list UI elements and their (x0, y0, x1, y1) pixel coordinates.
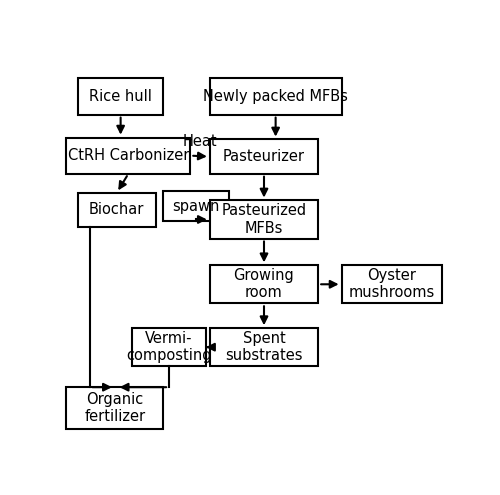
FancyBboxPatch shape (210, 328, 318, 366)
Text: Pasteurizer: Pasteurizer (223, 149, 305, 164)
Text: Rice hull: Rice hull (89, 89, 152, 104)
FancyBboxPatch shape (78, 78, 163, 115)
Text: CtRH Carbonizer: CtRH Carbonizer (68, 148, 189, 163)
FancyBboxPatch shape (163, 191, 229, 221)
Text: Pasteurized
MFBs: Pasteurized MFBs (222, 203, 306, 236)
Text: Biochar: Biochar (89, 202, 144, 217)
FancyBboxPatch shape (210, 140, 318, 174)
Text: Growing
room: Growing room (234, 268, 294, 300)
Text: Newly packed MFBs: Newly packed MFBs (203, 89, 348, 104)
Text: Spent
substrates: Spent substrates (225, 331, 303, 363)
Text: Organic
fertilizer: Organic fertilizer (84, 392, 146, 424)
FancyBboxPatch shape (210, 78, 342, 115)
FancyBboxPatch shape (342, 265, 442, 303)
Text: Heat: Heat (183, 134, 218, 149)
Text: Vermi-
composting: Vermi- composting (126, 331, 212, 363)
FancyBboxPatch shape (210, 200, 318, 239)
FancyBboxPatch shape (66, 138, 190, 174)
FancyBboxPatch shape (132, 328, 206, 366)
FancyBboxPatch shape (78, 193, 156, 227)
FancyBboxPatch shape (66, 387, 163, 429)
FancyBboxPatch shape (210, 265, 318, 303)
Text: Oyster
mushrooms: Oyster mushrooms (349, 268, 435, 300)
Text: spawn: spawn (172, 198, 220, 214)
